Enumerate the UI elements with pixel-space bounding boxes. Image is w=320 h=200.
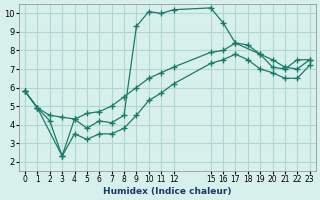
X-axis label: Humidex (Indice chaleur): Humidex (Indice chaleur): [103, 187, 232, 196]
